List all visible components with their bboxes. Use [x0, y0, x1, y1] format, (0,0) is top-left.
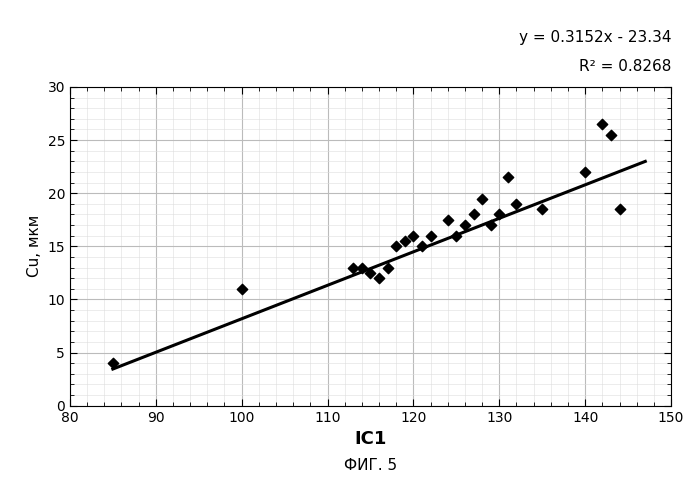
Point	[417, 242, 428, 250]
Text: ФИГ. 5: ФИГ. 5	[344, 458, 397, 473]
X-axis label: IC1: IC1	[354, 430, 387, 448]
Point	[468, 211, 479, 218]
Y-axis label: Cu, мкм: Cu, мкм	[27, 215, 42, 277]
Point	[485, 221, 496, 229]
Text: R² = 0.8268: R² = 0.8268	[579, 59, 671, 74]
Point	[579, 168, 591, 176]
Point	[356, 264, 368, 271]
Point	[493, 211, 505, 218]
Point	[459, 221, 470, 229]
Point	[477, 195, 488, 202]
Point	[236, 285, 247, 293]
Point	[408, 232, 419, 240]
Point	[605, 131, 617, 139]
Point	[382, 264, 394, 271]
Point	[503, 173, 514, 181]
Point	[347, 264, 359, 271]
Text: y = 0.3152x - 23.34: y = 0.3152x - 23.34	[519, 30, 671, 45]
Point	[537, 205, 548, 213]
Point	[399, 237, 410, 245]
Point	[425, 232, 436, 240]
Point	[597, 120, 608, 128]
Point	[391, 242, 402, 250]
Point	[614, 205, 625, 213]
Point	[107, 359, 118, 367]
Point	[451, 232, 462, 240]
Point	[511, 200, 522, 208]
Point	[373, 274, 384, 282]
Point	[442, 216, 454, 224]
Point	[365, 269, 376, 277]
